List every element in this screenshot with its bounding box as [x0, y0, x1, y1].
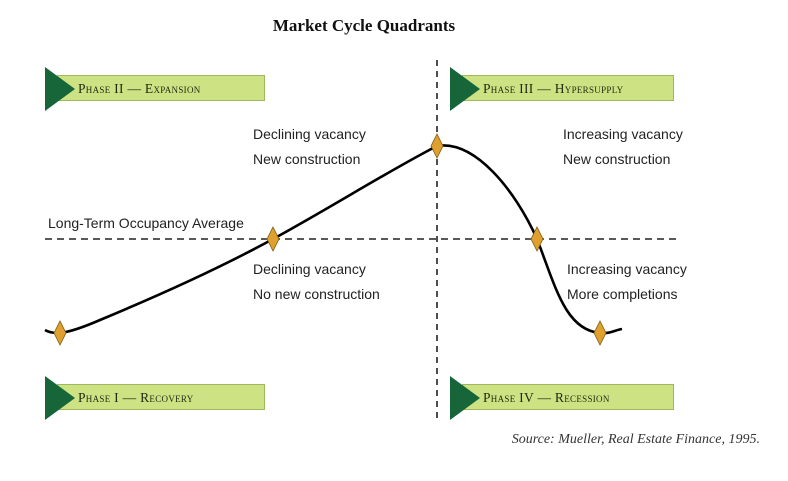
note-lower-left: Declining vacancy No new construction	[253, 257, 380, 307]
marker-diamond	[530, 226, 544, 252]
note-lower-right: Increasing vacancy More completions	[567, 257, 687, 307]
marker-diamond	[266, 226, 280, 252]
phase-label: Phase III — Hypersupply	[462, 75, 674, 101]
marker-diamond	[430, 133, 444, 159]
note-line: Declining vacancy	[253, 126, 366, 142]
marker-diamond	[53, 320, 67, 346]
phase-label: Phase II — Expansion	[57, 75, 265, 101]
note-line: No new construction	[253, 286, 380, 302]
note-line: Declining vacancy	[253, 261, 366, 277]
phase-label: Phase IV — Recession	[462, 384, 674, 410]
arrow-icon	[450, 376, 480, 420]
cycle-curve	[44, 144, 623, 335]
occupancy-average-label: Long-Term Occupancy Average	[48, 215, 244, 231]
note-upper-right: Increasing vacancy New construction	[563, 122, 683, 172]
note-line: More completions	[567, 286, 678, 302]
note-line: Increasing vacancy	[563, 126, 683, 142]
note-upper-left: Declining vacancy New construction	[253, 122, 366, 172]
marker-diamond	[593, 320, 607, 346]
note-line: New construction	[563, 151, 671, 167]
note-line: New construction	[253, 151, 361, 167]
arrow-icon	[45, 376, 75, 420]
phase-label: Phase I — Recovery	[57, 384, 265, 410]
note-line: Increasing vacancy	[567, 261, 687, 277]
diagram-title: Market Cycle Quadrants	[272, 16, 456, 35]
arrow-icon	[450, 67, 480, 111]
source-citation: Source: Mueller, Real Estate Finance, 19…	[511, 432, 760, 447]
arrow-icon	[45, 67, 75, 111]
